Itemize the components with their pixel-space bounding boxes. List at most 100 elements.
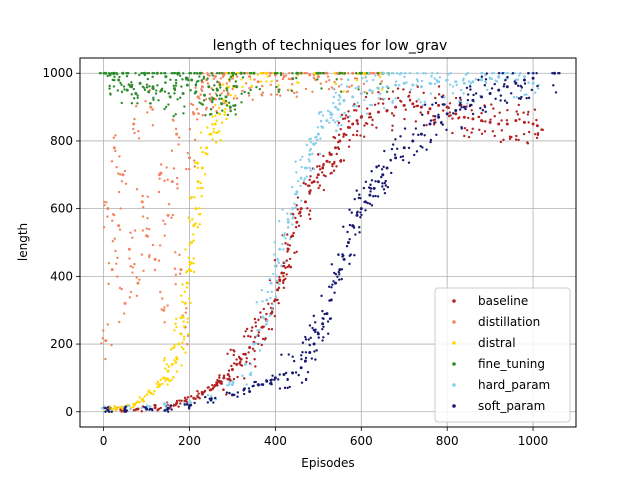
data-point-jitter (346, 78, 350, 81)
data-point-jitter (164, 81, 167, 84)
y-tick-label: 400 (50, 269, 73, 283)
data-point-jitter (422, 124, 426, 127)
data-point-jitter (189, 301, 192, 305)
data-point (394, 83, 398, 87)
data-point (209, 132, 213, 136)
data-point (308, 73, 312, 77)
data-point (359, 115, 363, 119)
data-point-jitter (123, 169, 127, 173)
data-point-jitter (315, 176, 319, 179)
data-point-jitter (437, 85, 441, 88)
data-point-jitter (182, 325, 186, 328)
data-point-jitter (308, 192, 311, 195)
data-point-jitter (458, 104, 461, 107)
data-point-jitter (470, 109, 473, 112)
data-point-jitter (223, 72, 226, 75)
data-point-jitter (240, 364, 244, 367)
data-point-jitter (340, 77, 343, 81)
data-point-jitter (366, 201, 369, 205)
data-point-jitter (241, 374, 244, 377)
data-point (286, 220, 290, 224)
data-point-jitter (202, 99, 206, 102)
data-point (282, 234, 286, 238)
data-point-jitter (146, 195, 149, 198)
data-point-jitter (151, 72, 154, 75)
data-point-jitter (328, 317, 332, 321)
data-point-jitter (188, 260, 191, 264)
data-point (334, 146, 338, 150)
data-point-jitter (364, 209, 367, 212)
data-point-jitter (193, 92, 197, 95)
data-point-jitter (290, 89, 294, 93)
data-point-jitter (113, 405, 116, 408)
data-point-jitter (125, 72, 128, 75)
data-point-jitter (281, 242, 284, 246)
data-point-jitter (249, 335, 252, 338)
data-point-jitter (342, 135, 345, 138)
data-point-jitter (262, 316, 266, 320)
data-point-jitter (302, 179, 306, 182)
data-point-jitter (189, 403, 193, 407)
data-point-jitter (208, 389, 212, 392)
legend-label-distral: distral (478, 336, 516, 350)
data-point-jitter (333, 121, 337, 124)
data-point-jitter (377, 91, 380, 94)
data-point-jitter (365, 112, 369, 115)
data-point-jitter (278, 387, 282, 390)
data-point-jitter (155, 382, 158, 386)
data-point-jitter (329, 113, 332, 116)
data-point (299, 366, 303, 370)
x-tick-label: 200 (178, 434, 201, 448)
data-point-jitter (146, 235, 150, 238)
data-point-jitter (199, 186, 202, 190)
data-point-jitter (366, 107, 369, 110)
data-point-jitter (338, 273, 341, 276)
data-point-jitter (484, 110, 487, 113)
data-point-jitter (280, 264, 283, 268)
data-point-jitter (314, 321, 317, 324)
data-point-jitter (346, 90, 350, 93)
data-point-jitter (331, 283, 334, 286)
data-point (200, 85, 204, 89)
data-point-jitter (208, 93, 212, 96)
data-point (104, 339, 108, 343)
data-point-jitter (120, 180, 124, 183)
data-point-jitter (325, 80, 328, 83)
data-point-jitter (268, 277, 271, 281)
data-point-jitter (123, 406, 126, 410)
data-point-jitter (191, 233, 195, 236)
data-point (117, 224, 121, 228)
data-point-jitter (115, 408, 118, 412)
data-point-jitter (206, 126, 209, 129)
data-point-jitter (277, 220, 281, 223)
data-point-jitter (130, 81, 133, 84)
data-point-jitter (370, 103, 374, 107)
data-point-jitter (292, 231, 295, 235)
data-point-jitter (103, 406, 107, 410)
data-point-jitter (314, 358, 317, 361)
data-point-jitter (163, 222, 167, 226)
data-point-jitter (380, 168, 384, 171)
data-point (316, 75, 320, 79)
data-point-jitter (481, 119, 484, 123)
data-point-jitter (337, 108, 340, 111)
data-point-jitter (416, 104, 420, 108)
data-point (321, 322, 325, 326)
data-point-jitter (403, 72, 407, 75)
data-point-jitter (222, 83, 225, 86)
data-point-jitter (245, 357, 248, 360)
data-point-jitter (427, 110, 430, 114)
data-point-jitter (310, 357, 314, 360)
data-point-jitter (359, 216, 362, 219)
data-point-jitter (419, 144, 422, 148)
data-point-jitter (326, 332, 330, 335)
data-point-jitter (422, 91, 425, 95)
data-point-jitter (416, 80, 420, 83)
data-point (522, 75, 526, 79)
data-point-jitter (234, 80, 238, 83)
data-point (531, 122, 535, 126)
data-point-jitter (148, 255, 151, 259)
data-point-jitter (313, 350, 316, 353)
data-point-jitter (433, 77, 436, 80)
data-point-jitter (216, 80, 219, 84)
